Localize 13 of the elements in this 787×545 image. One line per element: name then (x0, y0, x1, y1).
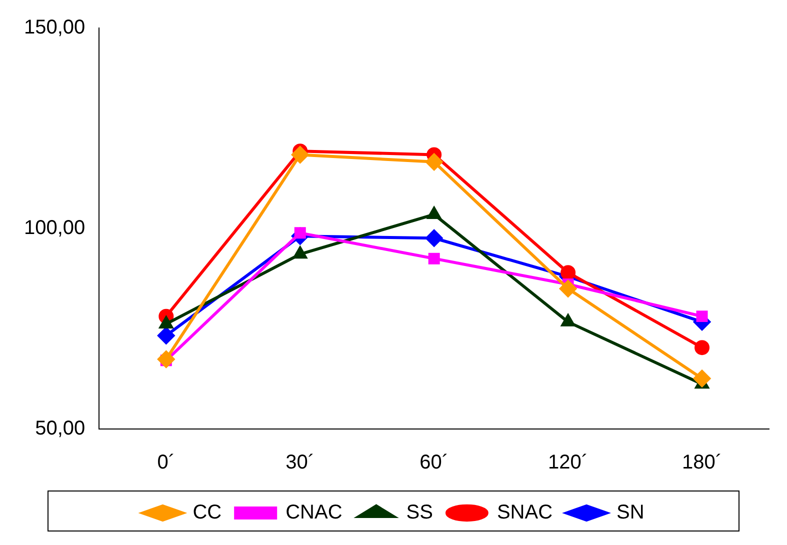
legend-label: CNAC (286, 502, 342, 524)
legend-label: SN (616, 502, 644, 524)
y-tick-label: 150,00 (24, 16, 86, 39)
y-tick-label: 100,00 (24, 217, 86, 240)
legend-label: SS (406, 502, 433, 524)
x-tick-label: 180´ (682, 452, 722, 474)
x-tick-label: 30´ (286, 452, 315, 474)
x-tick-label: 120´ (548, 452, 588, 474)
y-tick-label: 50,00 (35, 418, 86, 440)
legend-label: SNAC (496, 502, 553, 524)
x-tick-label: 0´ (157, 452, 176, 474)
legend-label: CC (192, 502, 222, 524)
x-tick-label: 60´ (420, 452, 449, 474)
